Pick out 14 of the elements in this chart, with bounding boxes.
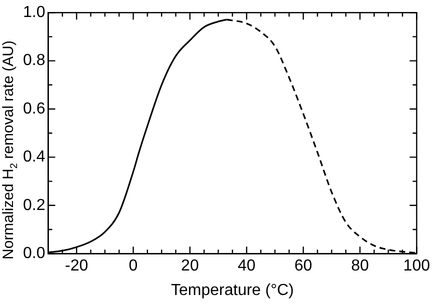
y-tick-label: 0.4 (22, 148, 46, 166)
x-tick-label: 80 (351, 258, 369, 275)
x-tick-label: 100 (403, 258, 430, 275)
x-tick-label: 20 (181, 258, 199, 275)
x-tick-label: 40 (238, 258, 256, 275)
y-tick-label: 0.0 (22, 245, 46, 262)
x-tick-label: 60 (294, 258, 312, 275)
x-tick-label: 0 (128, 258, 138, 275)
y-tick-label: 0.6 (22, 100, 46, 118)
y-tick-label: 1.0 (22, 4, 46, 22)
x-axis-title: Temperature (°C) (171, 282, 294, 299)
y-tick-label: 0.2 (22, 196, 46, 214)
x-tick-label: -20 (65, 258, 88, 275)
y-tick-label: 0.8 (22, 52, 46, 70)
